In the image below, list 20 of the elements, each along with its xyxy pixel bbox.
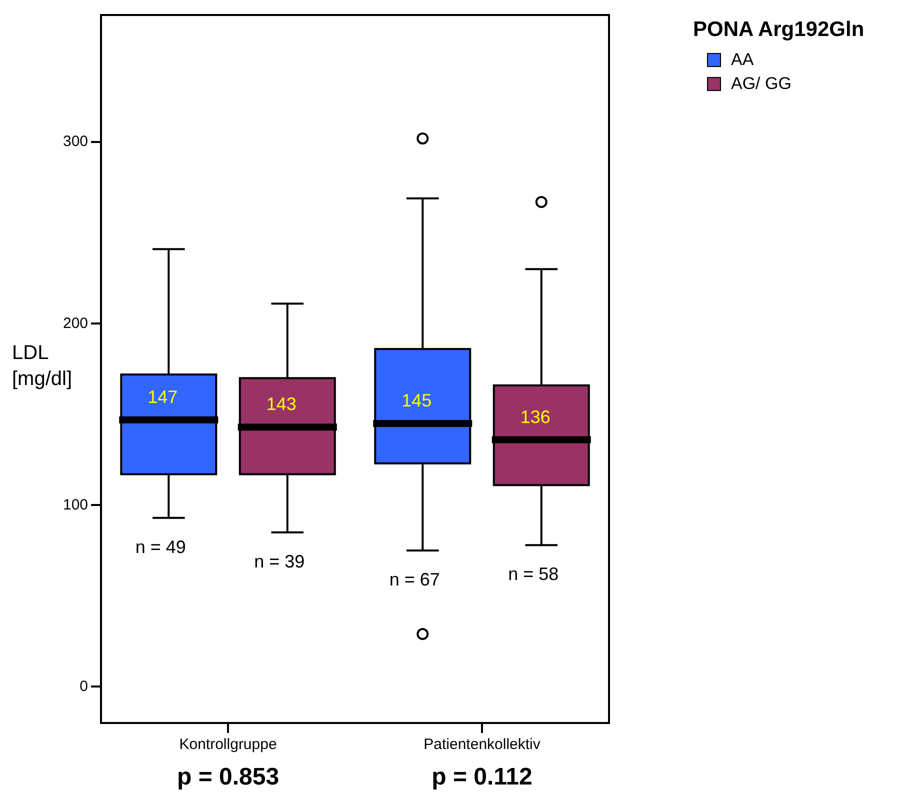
y-tick-label: 200 bbox=[62, 314, 88, 332]
y-tick-label: 100 bbox=[62, 496, 88, 514]
text: 145 bbox=[402, 390, 432, 410]
legend-label: AA bbox=[731, 50, 754, 70]
annotation: n = 49 bbox=[135, 536, 186, 557]
y-tick-label: 0 bbox=[80, 678, 88, 695]
text: p = 0.112 bbox=[432, 764, 532, 791]
annotation: n = 67 bbox=[389, 570, 440, 590]
text: p = 0.853 bbox=[176, 764, 280, 791]
x-tick-label: Patientenkollektiv bbox=[424, 736, 541, 754]
legend-title: PONA Arg192Gln bbox=[693, 18, 864, 42]
y-axis-title: LDL [mg/dl] bbox=[12, 341, 72, 392]
legend-label: AG/ GG bbox=[731, 74, 792, 94]
y-tick-label: 300 bbox=[62, 133, 88, 150]
annotation: n = 39 bbox=[254, 551, 305, 572]
x-tick-label: Kontrollgruppe bbox=[179, 736, 277, 754]
text: 147 bbox=[148, 386, 178, 407]
text: 143 bbox=[266, 394, 296, 414]
annotation: n = 58 bbox=[508, 564, 559, 584]
text: 136 bbox=[520, 406, 550, 427]
